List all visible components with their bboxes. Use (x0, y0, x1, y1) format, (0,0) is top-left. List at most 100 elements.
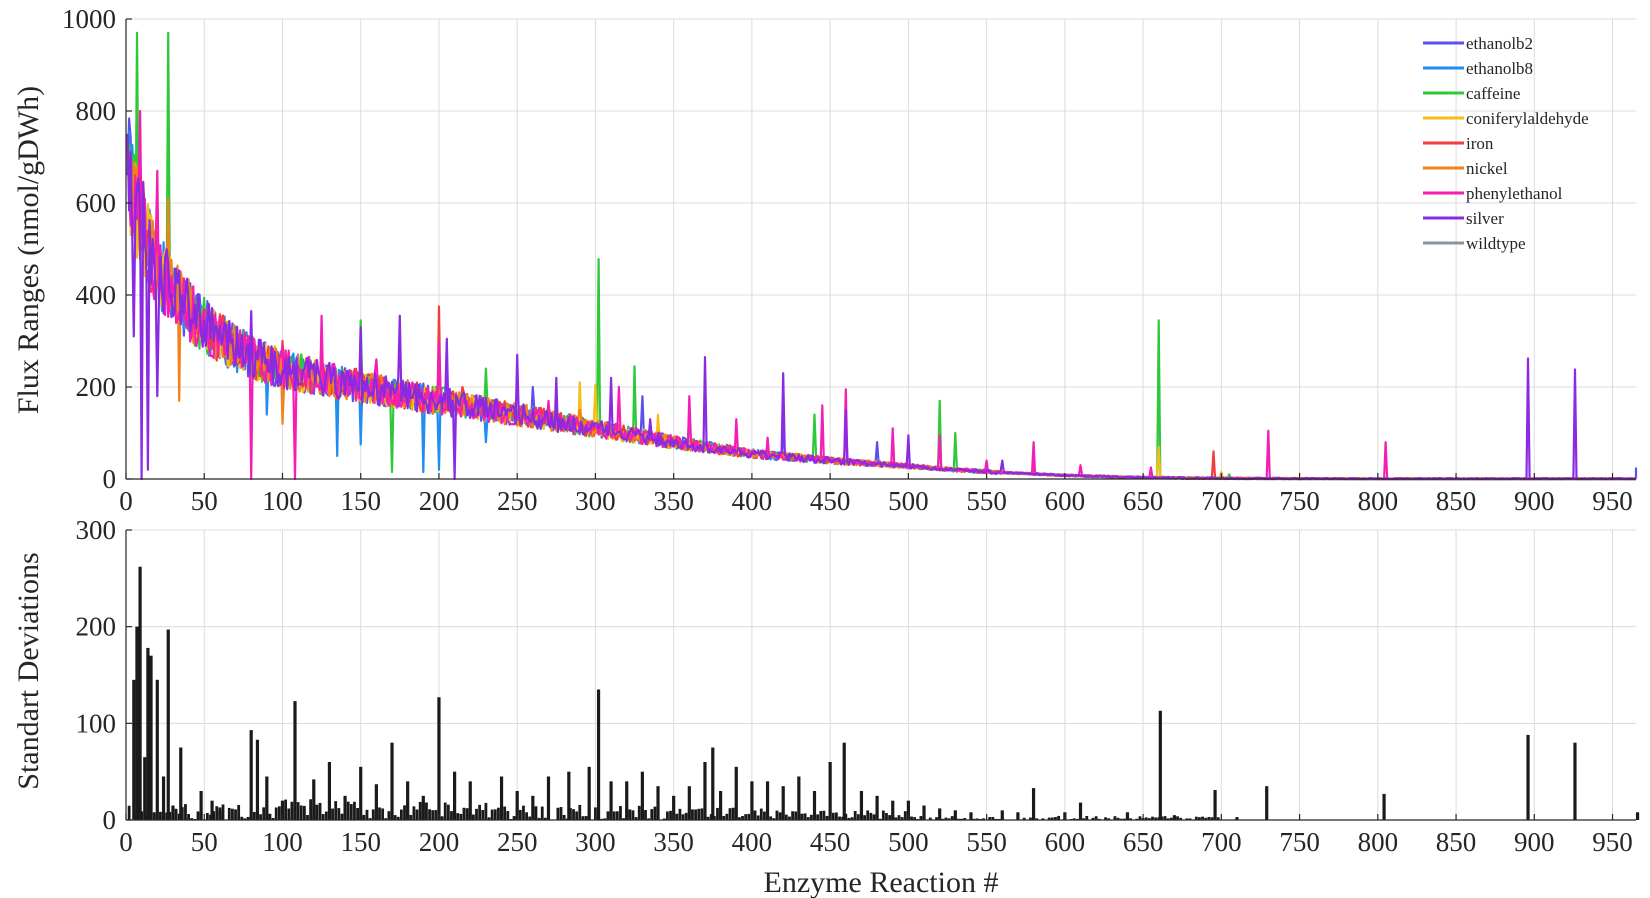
bar-minor (1210, 817, 1214, 820)
top-y-tick-label: 1000 (62, 4, 116, 34)
bar-minor (393, 815, 397, 820)
bar-minor (822, 810, 826, 820)
bar-minor (800, 813, 804, 820)
bar-minor (268, 813, 272, 820)
bottom-x-tick-label: 900 (1514, 827, 1555, 857)
bar-minor (522, 805, 525, 820)
bar-minor (465, 808, 469, 820)
bottom-bars (127, 566, 1640, 821)
bar-minor (910, 816, 913, 820)
bar-minor (331, 808, 334, 820)
bar (1125, 812, 1130, 820)
bottom-x-tick-label: 650 (1123, 827, 1164, 857)
bar-minor (897, 815, 901, 820)
bar-minor (1166, 818, 1170, 820)
bottom-x-tick-label: 600 (1045, 827, 1086, 857)
bottom-x-tick-label: 350 (653, 827, 694, 857)
bar (719, 791, 723, 820)
bar-minor (756, 815, 760, 820)
top-x-tick-label: 100 (262, 486, 303, 516)
bar-minor (741, 816, 744, 820)
bar-minor (806, 817, 810, 820)
bar (406, 781, 410, 820)
bar-minor (159, 811, 162, 820)
bar-minor (237, 804, 241, 820)
bar-minor (205, 813, 209, 820)
bar (143, 757, 147, 820)
legend-label: caffeine (1466, 84, 1520, 103)
top-x-tick-label: 500 (888, 486, 929, 516)
bar-minor (227, 807, 231, 820)
bar-minor (634, 817, 638, 820)
bar (711, 747, 715, 820)
bar-minor (1169, 817, 1173, 820)
bar-minor (960, 818, 963, 820)
bottom-x-tick-label: 750 (1279, 827, 1320, 857)
bar-minor (187, 814, 190, 820)
bar (891, 800, 895, 820)
bar-minor (697, 808, 701, 820)
bar-minor (872, 814, 876, 820)
legend-item-silver: silver (1423, 209, 1504, 228)
bar (812, 791, 817, 820)
bar (135, 626, 139, 820)
legend-item-ethanolb8: ethanolb8 (1423, 59, 1533, 78)
bar-minor (728, 808, 732, 820)
legend: ethanolb2 ethanolb8 caffeine coniferylaldeh… (1423, 34, 1589, 253)
bar-minor (885, 813, 888, 820)
bar-minor (866, 810, 870, 820)
bar-minor (913, 817, 917, 820)
bar-minor (684, 812, 688, 820)
bottom-y-tick-label: 200 (76, 612, 117, 642)
bottom-x-tick-label: 850 (1436, 827, 1477, 857)
bar-minor (299, 805, 303, 820)
bar (210, 800, 214, 820)
bar (1235, 817, 1239, 820)
bar (421, 795, 425, 820)
bar-minor (252, 811, 256, 820)
bar (906, 800, 910, 820)
bar-minor (1129, 818, 1132, 820)
bar-minor (725, 813, 729, 820)
bar-minor (1163, 816, 1167, 820)
bar-minor (816, 814, 820, 820)
bar-minor (900, 817, 904, 820)
bar-minor (262, 807, 266, 820)
legend-item-iron: iron (1423, 134, 1494, 153)
bar-minor (234, 809, 237, 820)
bar-minor (475, 808, 478, 820)
legend-item-coniferylaldehyde: coniferylaldehyde (1423, 109, 1589, 128)
bar (1000, 810, 1004, 820)
bar (265, 776, 269, 820)
bar-minor (838, 816, 841, 820)
bottom-x-tick-label: 50 (191, 827, 218, 857)
bar (656, 786, 660, 820)
bar (171, 805, 175, 820)
bar-minor (575, 811, 579, 820)
bar (953, 810, 957, 820)
bar-minor (603, 818, 607, 820)
bar-minor (791, 811, 794, 820)
bar-minor (415, 809, 419, 820)
bar-minor (666, 811, 669, 820)
bar-minor (584, 816, 588, 820)
bottom-x-axis-title: Enzyme Reaction # (764, 866, 999, 898)
bar (640, 771, 644, 820)
bar (546, 776, 551, 820)
bar-minor (1194, 816, 1198, 820)
bar-minor (1116, 817, 1120, 820)
bar-minor (809, 814, 813, 820)
bar-minor (484, 802, 488, 820)
bar-minor (681, 814, 685, 820)
legend-label: wildtype (1466, 234, 1526, 253)
bar-minor (315, 804, 319, 820)
bar-minor (982, 818, 985, 820)
bar-minor (722, 815, 726, 820)
bottom-tick-labels: 0 50 100 150 200 250 300 350 400 450 500 550 600 650 7… (76, 515, 1633, 857)
top-y-tick-label: 800 (76, 96, 117, 126)
bar-minor (947, 818, 951, 820)
bar-minor (572, 809, 575, 820)
bottom-x-tick-label: 100 (262, 827, 303, 857)
bar-minor (399, 809, 403, 820)
bar (938, 808, 942, 820)
